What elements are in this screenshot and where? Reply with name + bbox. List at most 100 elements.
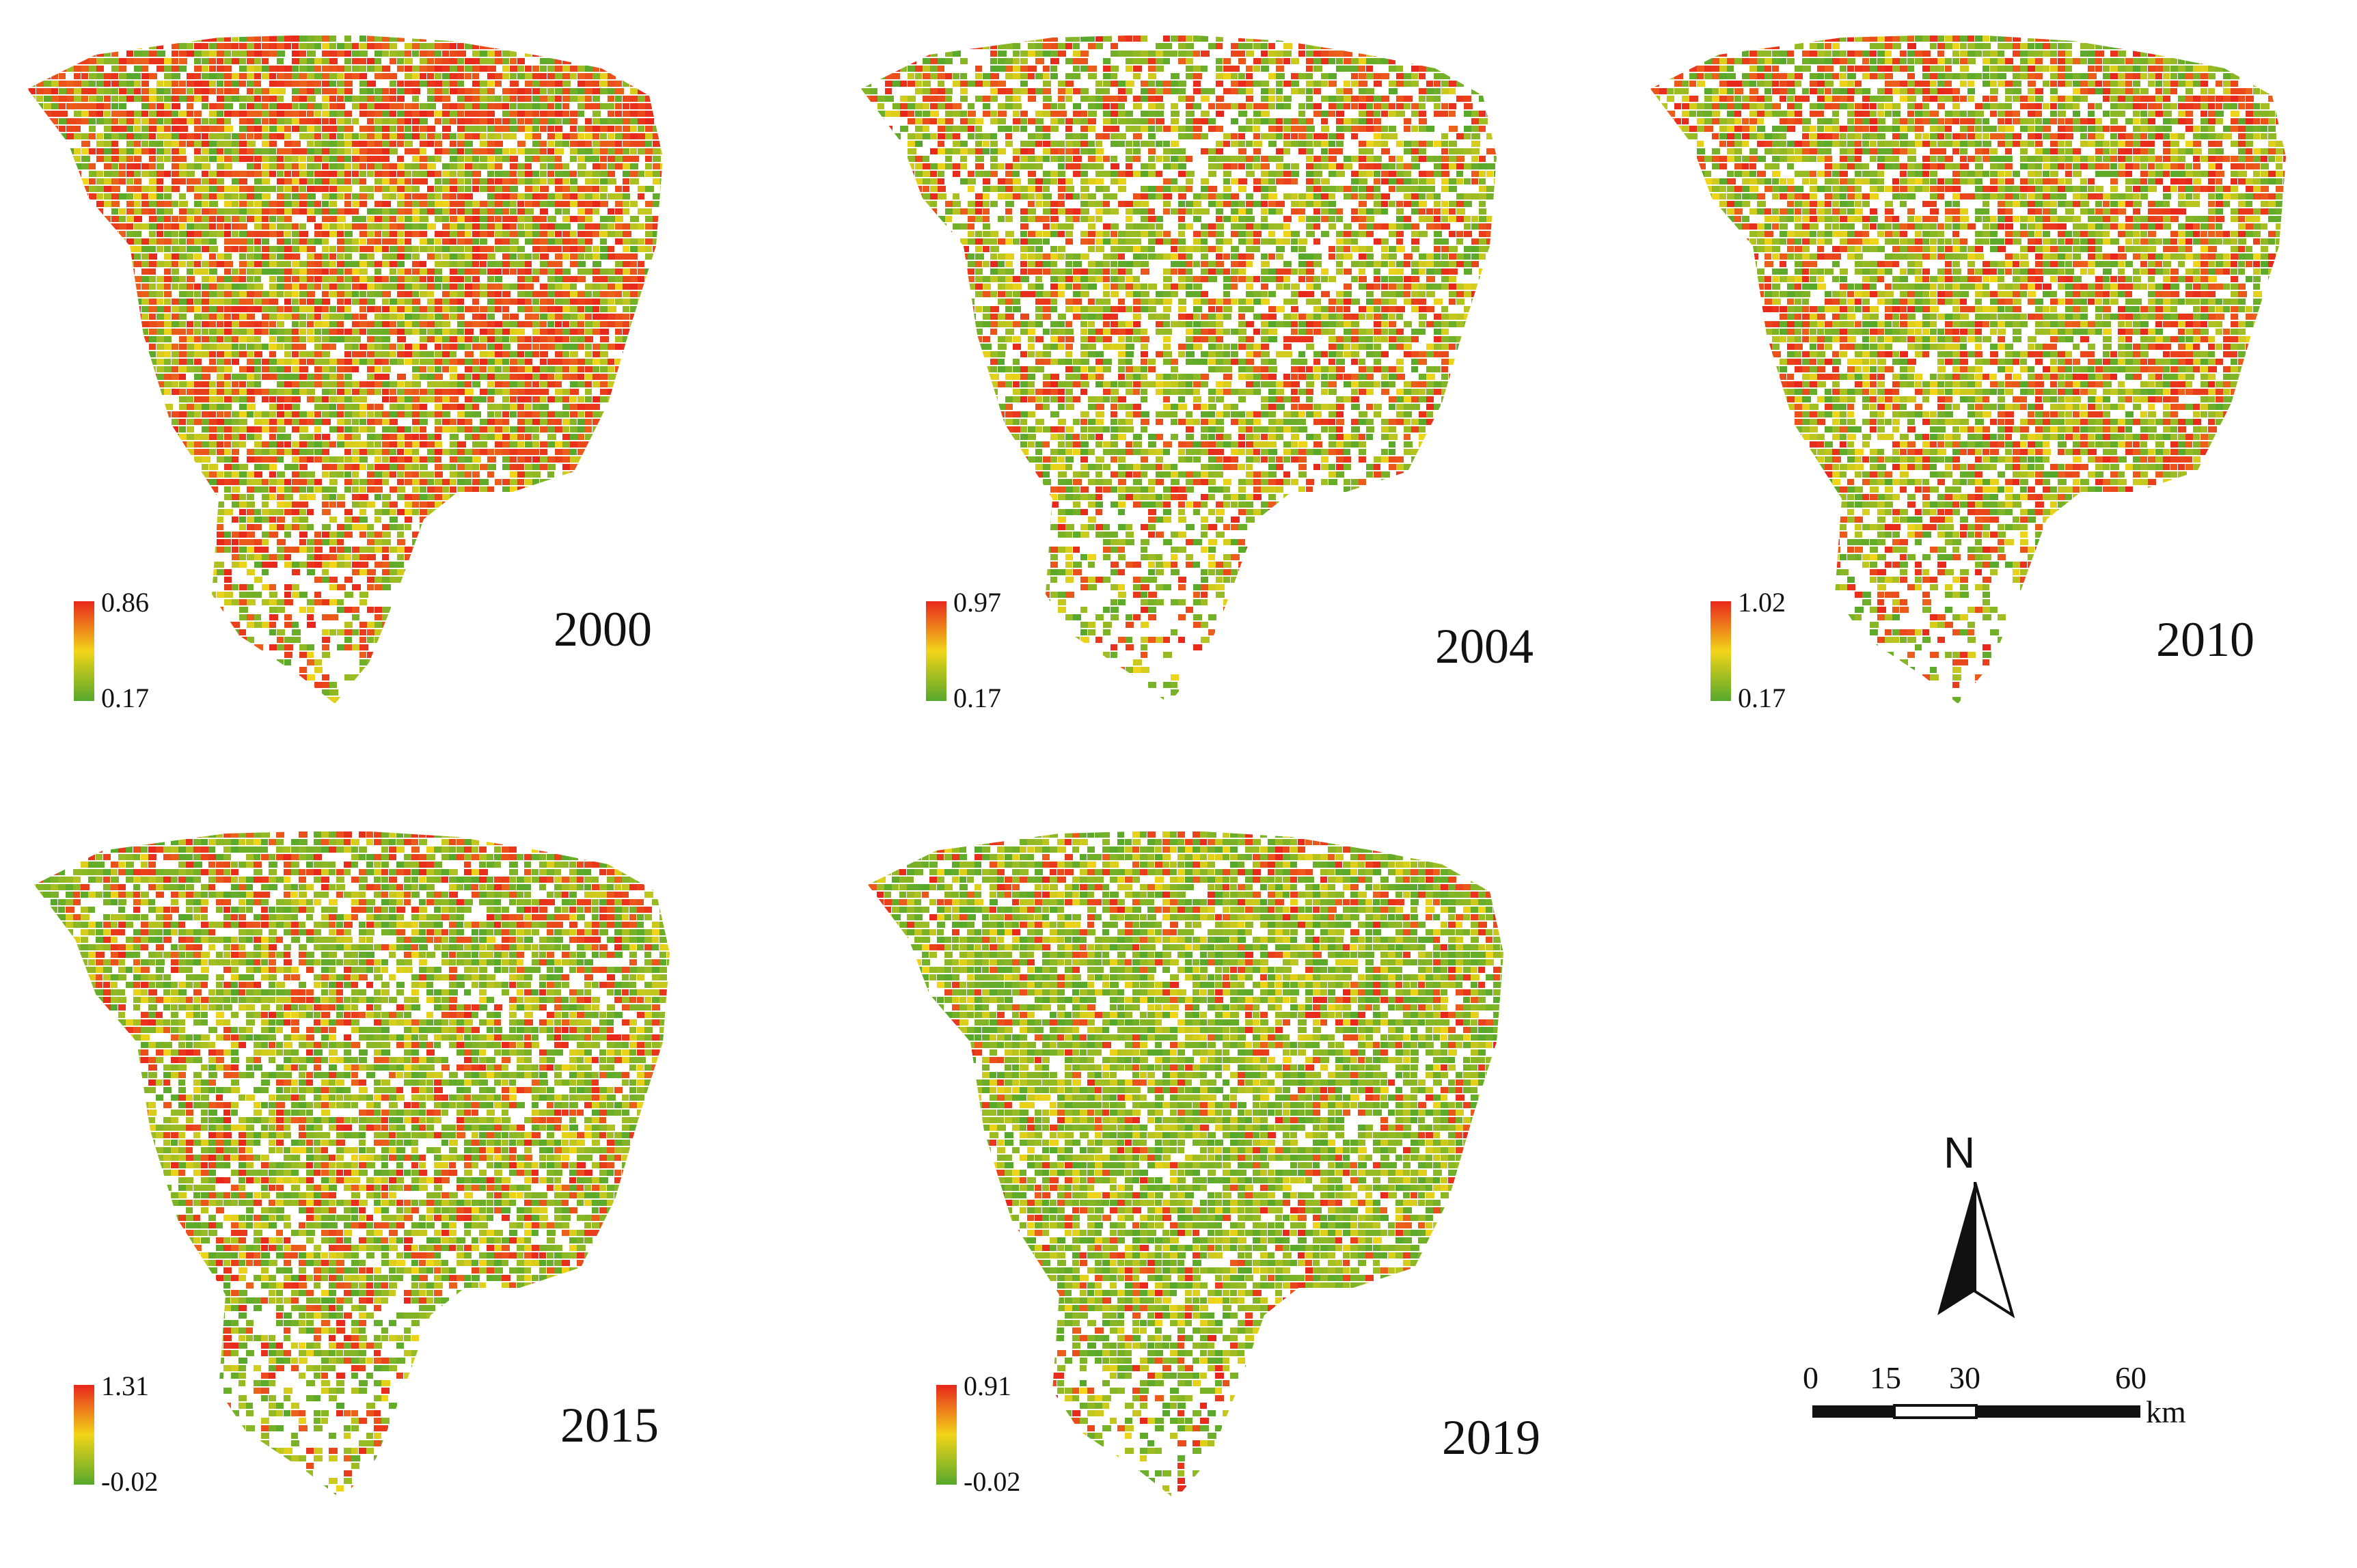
raster-cell bbox=[156, 238, 164, 245]
raster-cell bbox=[668, 178, 676, 184]
raster-cell bbox=[645, 284, 652, 290]
raster-cell bbox=[367, 208, 374, 215]
raster-cell bbox=[164, 58, 173, 64]
raster-cell bbox=[194, 321, 201, 327]
raster-cell bbox=[51, 66, 58, 72]
raster-cell bbox=[74, 434, 81, 440]
raster-cell bbox=[577, 148, 585, 154]
raster-cell bbox=[96, 269, 105, 275]
raster-cell bbox=[322, 141, 331, 147]
raster-cell bbox=[44, 449, 51, 455]
raster-cell bbox=[104, 58, 111, 64]
raster-cell bbox=[653, 404, 659, 410]
raster-cell bbox=[172, 133, 179, 139]
raster-cell bbox=[187, 133, 194, 139]
raster-cell bbox=[472, 366, 480, 372]
raster-cell bbox=[412, 51, 419, 57]
raster-cell bbox=[322, 231, 329, 237]
raster-cell bbox=[405, 103, 413, 109]
raster-cell bbox=[277, 238, 286, 245]
raster-cell bbox=[457, 456, 465, 463]
raster-cell bbox=[367, 133, 374, 139]
raster-cell bbox=[570, 66, 577, 72]
raster-cell bbox=[322, 133, 331, 139]
raster-cell bbox=[525, 306, 532, 312]
raster-cell bbox=[179, 441, 187, 448]
raster-cell bbox=[307, 118, 314, 124]
raster-cell bbox=[668, 329, 675, 335]
raster-cell bbox=[660, 419, 663, 425]
raster-cell bbox=[645, 223, 653, 230]
raster-cell bbox=[96, 103, 104, 109]
raster-cell bbox=[126, 291, 135, 297]
raster-cell bbox=[638, 374, 646, 380]
raster-cell bbox=[36, 201, 44, 207]
raster-cell bbox=[134, 216, 142, 222]
raster-cell bbox=[645, 374, 652, 380]
raster-cell bbox=[232, 344, 239, 350]
raster-cell bbox=[623, 389, 630, 395]
raster-cell bbox=[540, 344, 549, 350]
raster-cell bbox=[562, 133, 570, 139]
raster-cell bbox=[585, 396, 592, 402]
raster-cell bbox=[217, 253, 225, 260]
raster-cell bbox=[156, 374, 165, 380]
raster-cell bbox=[525, 276, 532, 282]
raster-cell bbox=[525, 28, 534, 34]
raster-cell bbox=[427, 381, 435, 387]
raster-cell bbox=[29, 359, 37, 365]
raster-cell bbox=[412, 81, 421, 87]
raster-cell bbox=[562, 479, 571, 485]
raster-cell bbox=[645, 306, 653, 312]
raster-cell bbox=[615, 193, 623, 200]
raster-cell bbox=[337, 111, 344, 117]
raster-cell bbox=[337, 81, 345, 87]
raster-cell bbox=[224, 51, 231, 57]
raster-cell bbox=[465, 96, 473, 102]
raster-cell bbox=[217, 306, 223, 312]
raster-cell bbox=[27, 336, 29, 342]
raster-cell bbox=[247, 456, 255, 463]
raster-cell bbox=[359, 426, 368, 432]
raster-cell bbox=[262, 321, 269, 327]
raster-cell bbox=[156, 471, 165, 478]
raster-cell bbox=[359, 223, 367, 230]
raster-cell bbox=[209, 178, 218, 184]
raster-cell bbox=[104, 261, 113, 267]
raster-cell bbox=[344, 88, 353, 94]
raster-cell bbox=[141, 88, 150, 94]
raster-cell bbox=[224, 366, 232, 372]
raster-cell bbox=[172, 216, 178, 222]
raster-cell bbox=[156, 344, 164, 350]
raster-cell bbox=[630, 178, 639, 184]
raster-cell bbox=[510, 223, 517, 230]
raster-cell bbox=[209, 43, 218, 49]
raster-cell bbox=[555, 291, 562, 297]
raster-cell bbox=[517, 231, 526, 237]
raster-cell bbox=[374, 471, 382, 478]
raster-cell bbox=[374, 36, 383, 42]
raster-cell bbox=[510, 404, 519, 410]
raster-cell bbox=[480, 43, 487, 49]
raster-cell bbox=[367, 36, 374, 42]
raster-cell bbox=[269, 28, 276, 34]
raster-cell bbox=[81, 366, 90, 372]
raster-cell bbox=[66, 374, 75, 380]
raster-cell bbox=[292, 396, 301, 402]
raster-cell bbox=[570, 148, 579, 154]
raster-cell bbox=[141, 411, 149, 417]
raster-cell bbox=[337, 96, 344, 102]
raster-cell bbox=[194, 471, 203, 478]
raster-cell bbox=[540, 73, 547, 79]
raster-cell bbox=[164, 269, 171, 275]
raster-cell bbox=[187, 306, 195, 312]
raster-cell bbox=[480, 374, 487, 380]
raster-cell bbox=[262, 456, 271, 463]
raster-cell bbox=[269, 103, 277, 109]
raster-cell bbox=[660, 389, 663, 395]
raster-cell bbox=[344, 28, 353, 34]
raster-cell bbox=[570, 126, 577, 132]
raster-cell bbox=[547, 374, 554, 380]
raster-cell bbox=[119, 148, 127, 154]
raster-cell bbox=[472, 238, 479, 245]
